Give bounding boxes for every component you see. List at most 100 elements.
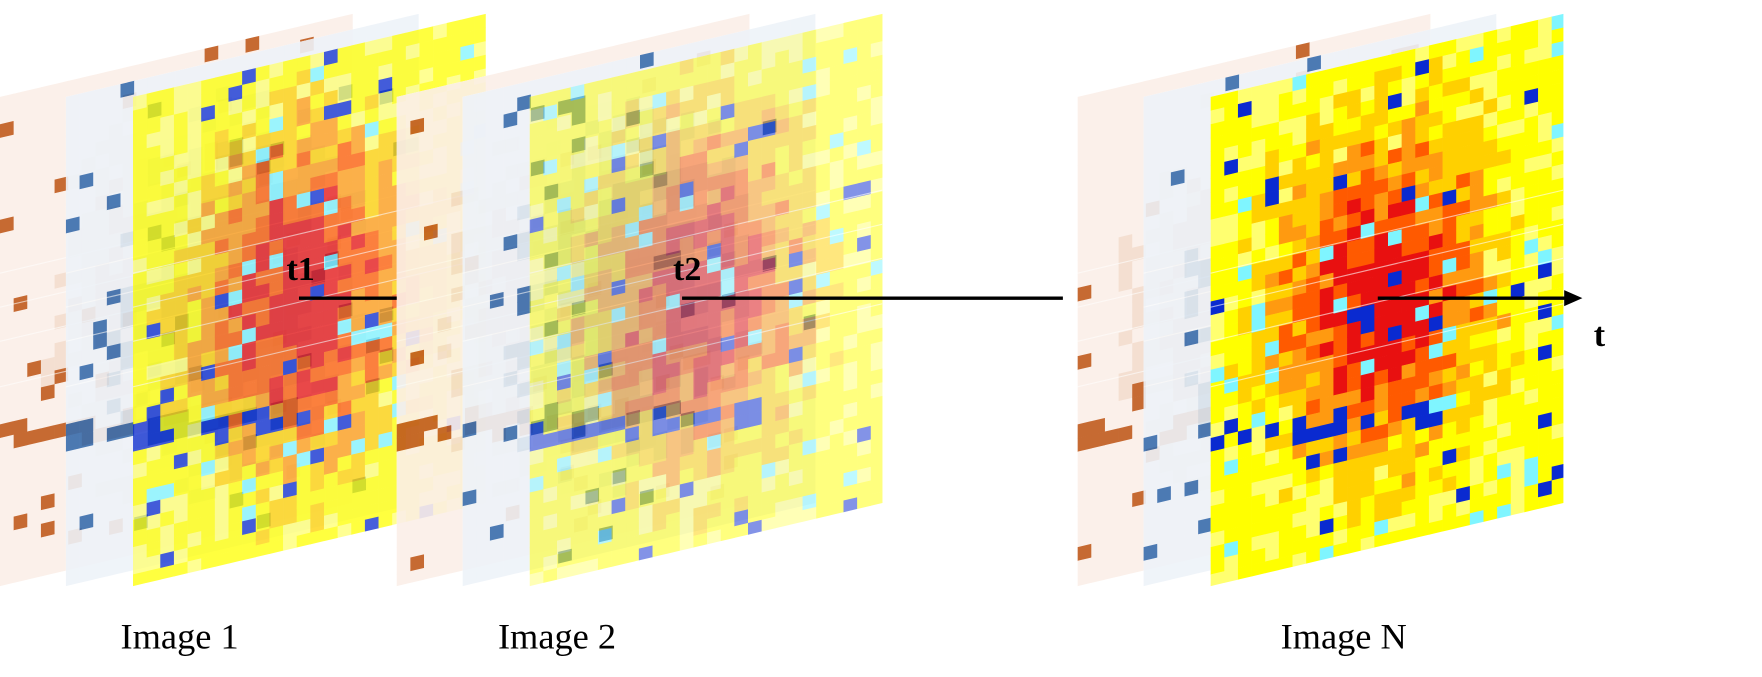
pixel-cell	[300, 22, 315, 41]
pixel-cell	[79, 363, 94, 381]
pixel-cell	[65, 284, 80, 302]
pixel-cell	[269, 143, 284, 161]
pixel-cell	[146, 486, 161, 504]
pixel-cell	[269, 375, 284, 393]
pixel-cell	[337, 509, 352, 527]
pixel-cell	[133, 530, 147, 548]
pixel-cell	[323, 171, 338, 189]
pixel-cell	[93, 264, 108, 282]
pixel-cell	[201, 77, 216, 95]
pixel-cell	[79, 131, 94, 149]
pixel-cell	[54, 135, 69, 153]
pixel-cell	[310, 433, 325, 452]
pixel-cell	[27, 264, 42, 282]
pixel-cell	[351, 287, 366, 306]
pixel-cell	[120, 517, 135, 535]
pixel-cell	[351, 274, 366, 292]
pixel-cell	[323, 498, 338, 517]
pixel-cell	[120, 421, 135, 440]
pixel-cell	[93, 360, 108, 378]
pixel-cell	[133, 216, 147, 234]
pixel-cell	[296, 532, 311, 548]
pixel-cell	[0, 393, 14, 412]
pixel-cell	[65, 543, 80, 562]
pixel-cell	[364, 202, 379, 221]
pixel-cell	[93, 496, 108, 514]
pixel-cell	[93, 87, 108, 105]
pixel-cell	[146, 431, 161, 449]
pixel-cell	[133, 161, 147, 180]
pixel-cell	[79, 172, 94, 190]
pixel-cell	[54, 394, 69, 412]
pixel-cell	[13, 240, 28, 258]
pixel-cell	[255, 473, 270, 492]
pixel-cell	[40, 506, 55, 525]
pixel-cell	[146, 213, 161, 231]
pixel-cell	[323, 485, 338, 503]
pixel-cell	[378, 513, 393, 529]
pixel-cell	[242, 299, 257, 318]
pixel-cell	[269, 293, 284, 311]
pixel-cell	[187, 367, 202, 385]
pixel-cell	[106, 343, 121, 361]
pixel-cell	[201, 213, 216, 232]
pixel-cell	[187, 162, 202, 180]
pixel-cell	[419, 67, 434, 85]
pixel-cell	[54, 462, 69, 481]
pixel-cell	[242, 436, 257, 454]
pixel-cell	[255, 405, 270, 424]
pixel-cell	[173, 343, 188, 361]
pixel-cell	[337, 427, 352, 445]
pixel-cell	[146, 445, 161, 463]
pixel-cell	[286, 26, 301, 44]
pixel-cell	[364, 52, 379, 70]
pixel-cell	[133, 543, 147, 562]
pixel-cell	[228, 494, 243, 512]
pixel-cell	[146, 90, 161, 108]
pixel-cell	[378, 458, 393, 476]
pixel-cell	[201, 391, 216, 409]
pixel-cell	[378, 199, 393, 217]
pixel-cell	[214, 197, 229, 215]
pixel-cell	[378, 144, 393, 163]
pixel-cell	[13, 117, 28, 135]
pixel-cell	[187, 149, 202, 167]
pixel-cell	[79, 185, 94, 204]
pixel-cell	[120, 558, 135, 574]
pixel-cell	[351, 83, 366, 101]
pixel-cell	[173, 534, 188, 552]
pixel-cell	[296, 327, 311, 346]
pixel-cell	[323, 471, 338, 489]
pixel-cell	[106, 84, 121, 102]
pixel-cell	[160, 537, 175, 555]
pixel-cell	[214, 442, 229, 460]
pixel-cell	[323, 335, 338, 353]
pixel-cell	[65, 120, 80, 139]
pixel-cell	[146, 172, 161, 190]
pixel-cell	[242, 531, 257, 550]
pixel-cell	[79, 526, 94, 545]
pixel-cell	[27, 564, 42, 580]
pixel-cell	[27, 87, 42, 105]
pixel-cell	[27, 278, 42, 296]
pixel-cell	[93, 551, 108, 569]
pixel-cell	[255, 337, 270, 355]
pixel-cell	[65, 461, 80, 480]
pixel-cell	[242, 518, 257, 536]
pixel-cell	[0, 475, 14, 493]
pixel-cell	[187, 503, 202, 521]
pixel-cell	[187, 435, 202, 453]
pixel-cell	[120, 435, 135, 453]
pixel-cell	[106, 547, 121, 566]
pixel-cell	[364, 107, 379, 125]
pixel-cell	[296, 164, 311, 182]
pixel-cell	[93, 428, 108, 446]
pixel-cell	[13, 226, 28, 245]
pixel-cell	[269, 498, 284, 516]
pixel-cell	[106, 288, 121, 306]
pixel-cell	[228, 412, 243, 430]
pixel-cell	[13, 513, 28, 531]
pixel-cell	[173, 506, 188, 525]
pixel-cell	[364, 407, 379, 425]
pixel-cell	[283, 385, 298, 403]
